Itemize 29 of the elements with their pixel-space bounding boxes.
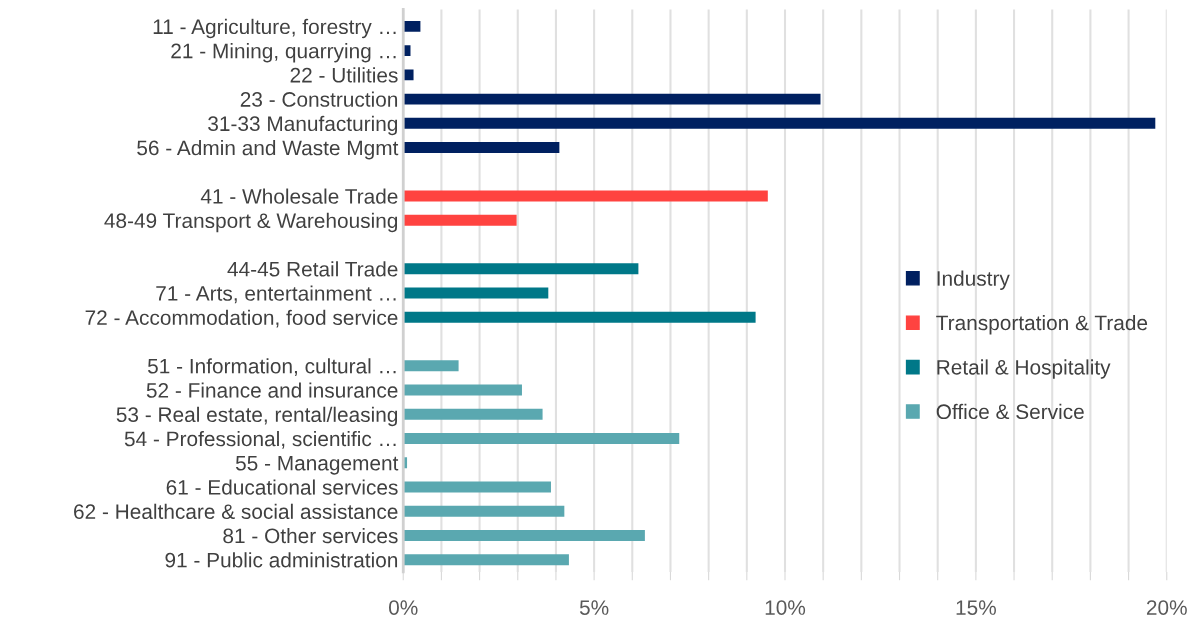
x-tick-label: 10% — [765, 600, 806, 615]
y-tick-label: 41 - Wholesale Trade — [200, 188, 398, 204]
y-tick-label: 81 - Other services — [223, 527, 398, 544]
y-tick-label: 91 - Public administration — [165, 552, 398, 568]
y-tick-label: 31-33 Manufacturing — [208, 115, 398, 136]
x-tick-label: 20% — [1146, 600, 1187, 615]
y-tick-label: 55 - Management — [235, 455, 399, 475]
y-tick-label: 51 - Information, cultural … — [147, 358, 396, 376]
y-tick-label: 71 - Arts, entertainment … — [156, 285, 396, 304]
y-tick-label: 56 - Admin and Waste Mgmt — [137, 140, 399, 160]
y-tick-label: 61 - Educational services — [166, 479, 398, 495]
x-tick-label: 0% — [388, 600, 418, 615]
y-tick-label: 62 - Healthcare & social assistance — [74, 503, 398, 520]
y-tick-label: 44-45 Retail Trade — [227, 261, 398, 277]
legend-label: Office & Service — [936, 403, 1084, 420]
legend-label: Industry — [937, 270, 1010, 290]
y-tick-label: 52 - Finance and insurance — [146, 382, 398, 398]
y-tick-label: 11 - Agriculture, forestry … — [153, 18, 396, 39]
legend-label: Transportation & Trade — [936, 314, 1148, 335]
x-tick-label: 5% — [579, 600, 609, 615]
y-tick-label: 72 - Accommodation, food service — [85, 309, 398, 328]
y-tick-label: 53 - Real estate, rental/leasing — [116, 406, 398, 427]
y-tick-label: 22 - Utilities — [290, 67, 398, 83]
y-tick-label: 23 - Construction — [240, 91, 398, 107]
y-tick-label: 48-49 Transport & Warehousing — [104, 212, 398, 233]
x-tick-label: 15% — [956, 600, 996, 615]
y-tick-label: 54 - Professional, scientific … — [124, 430, 396, 449]
legend-label: Retail & Hospitality — [937, 359, 1111, 379]
y-tick-label: 21 - Mining, quarrying … — [171, 43, 396, 63]
